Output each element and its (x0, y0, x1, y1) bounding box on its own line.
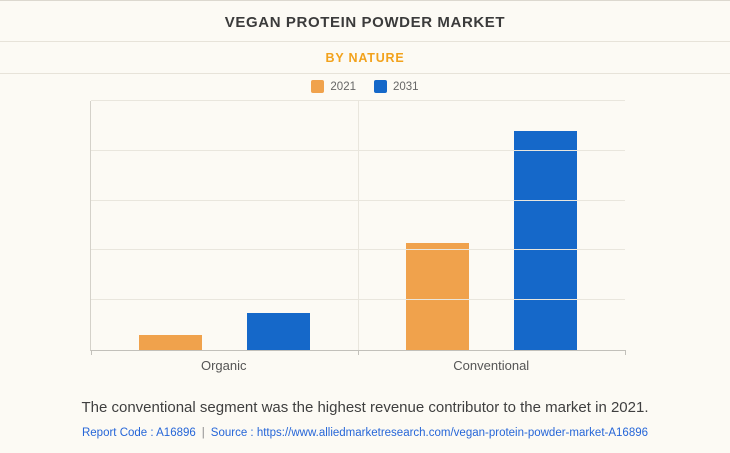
source-link[interactable]: https://www.alliedmarketresearch.com/veg… (256, 427, 649, 439)
plot-area (90, 100, 626, 355)
report-footer: Report Code : A16896 | Source : https://ww… (0, 427, 730, 439)
legend-label-2031: 2031 (393, 80, 419, 93)
x-axis-labels: Organic Conventional (90, 351, 625, 373)
legend-item-2031[interactable]: 2031 (374, 80, 419, 93)
title-divider (0, 41, 730, 42)
axis-tick (358, 350, 359, 355)
chart-header: VEGAN PROTEIN POWDER MARKET BY NATURE 20… (0, 1, 730, 97)
legend-item-2021[interactable]: 2021 (311, 80, 356, 93)
footer-separator: | (201, 427, 205, 439)
bar-organic-2031 (247, 312, 310, 350)
legend-swatch-2031-icon (374, 80, 387, 93)
x-axis-label-organic: Organic (200, 358, 247, 373)
bar-conventional-2031 (514, 130, 577, 350)
chart-subtitle: BY NATURE (325, 51, 405, 65)
bar-conventional-2021 (406, 242, 469, 350)
bar-organic-2021 (139, 335, 202, 350)
bar-groups (91, 101, 625, 350)
gridline (91, 100, 625, 101)
axis-tick (91, 350, 92, 355)
category-divider-line (358, 101, 359, 350)
report-code: Report Code : A16896 (81, 427, 196, 439)
chart-legend: 2021 2031 (0, 74, 730, 97)
axis-tick (625, 350, 626, 355)
page-title: VEGAN PROTEIN POWDER MARKET (224, 14, 506, 31)
source-prefix: Source : (210, 427, 254, 439)
plot-wrap: Organic Conventional (90, 100, 626, 373)
legend-swatch-2021-icon (311, 80, 325, 93)
x-axis-label-conventional: Conventional (453, 358, 530, 373)
subtitle-divider (0, 73, 730, 74)
insight-note: The conventional segment was the highest… (81, 399, 649, 416)
bar-group-organic (91, 101, 358, 350)
legend-label-2021: 2021 (330, 80, 356, 93)
bar-group-conventional (358, 101, 625, 350)
